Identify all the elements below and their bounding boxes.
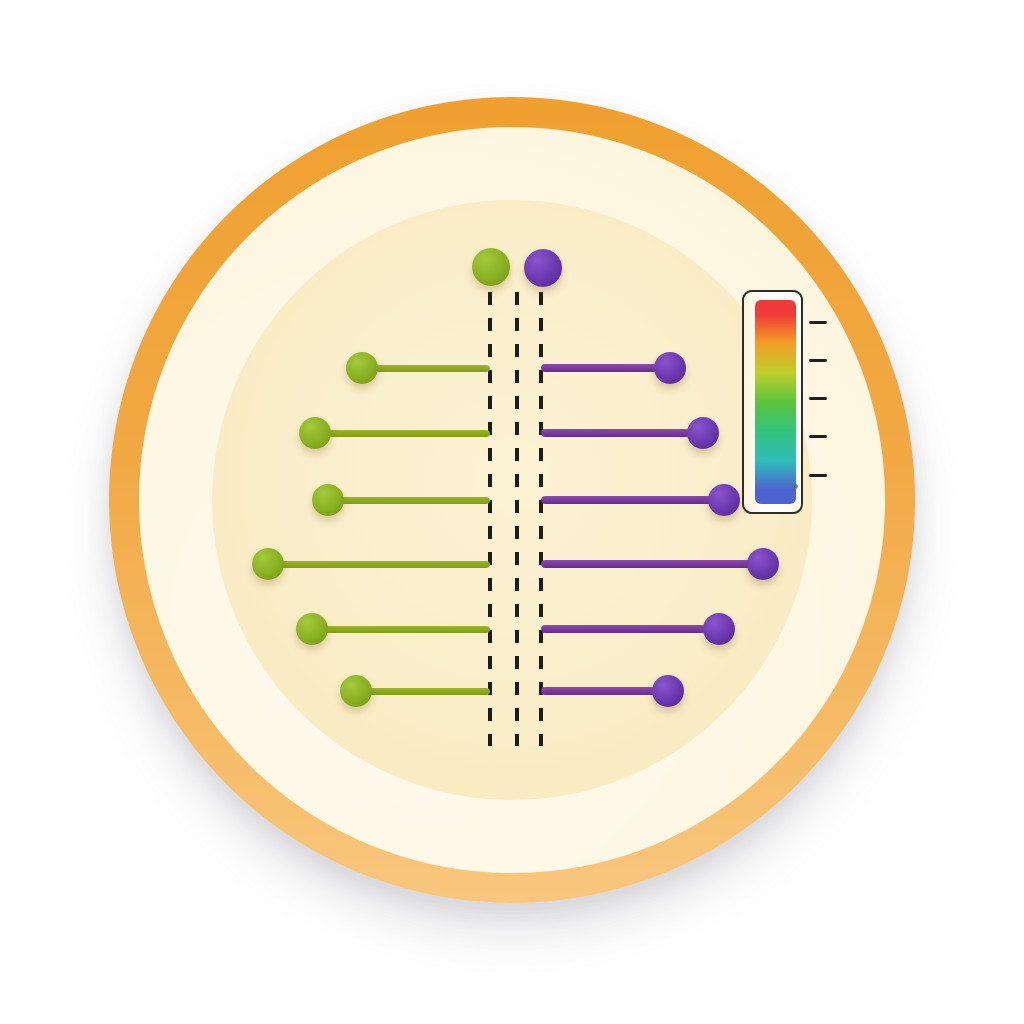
colorbar-gradient	[755, 300, 796, 504]
lollipop-dot-right-1	[654, 352, 686, 384]
lollipop-stick-left-6	[356, 688, 490, 695]
lollipop-dot-right-4	[747, 548, 779, 580]
lollipop-dot-left-2	[299, 417, 331, 449]
lollipop-stick-right-4	[541, 560, 763, 568]
colorbar-tick-4	[809, 435, 827, 438]
lollipop-stick-left-4	[268, 561, 490, 568]
colorbar-tick-5	[809, 474, 827, 477]
lollipop-dot-right-6	[652, 675, 684, 707]
lollipop-dot-right-5	[703, 613, 735, 645]
lollipop-stick-left-5	[312, 626, 490, 633]
lollipop-stick-left-3	[328, 497, 490, 504]
lollipop-dot-left-5	[296, 613, 328, 645]
lollipop-stick-left-2	[315, 430, 490, 437]
lollipop-dot-left-4	[252, 548, 284, 580]
dashed-axis-line-3	[539, 292, 543, 746]
colorbar-tick-2	[809, 359, 827, 362]
header-dot-purple	[524, 249, 562, 287]
lollipop-stick-right-5	[541, 625, 719, 633]
dashed-axis-line-1	[488, 292, 492, 746]
lollipop-stick-left-1	[362, 365, 490, 372]
lollipop-dot-left-6	[340, 675, 372, 707]
lollipop-stick-right-3	[541, 496, 724, 504]
lollipop-stick-right-2	[541, 429, 703, 437]
tiny-speck-mark	[793, 484, 798, 489]
colorbar-tick-3	[809, 397, 827, 400]
lollipop-stick-right-6	[541, 687, 668, 695]
lollipop-dot-left-1	[346, 352, 378, 384]
header-dot-green	[472, 248, 510, 286]
colorbar-tick-1	[809, 321, 827, 324]
lollipop-dot-right-2	[687, 417, 719, 449]
lollipop-stick-right-1	[541, 364, 670, 372]
lollipop-dot-right-3	[708, 484, 740, 516]
dashed-axis-line-2	[515, 292, 519, 746]
lollipop-dot-left-3	[312, 484, 344, 516]
